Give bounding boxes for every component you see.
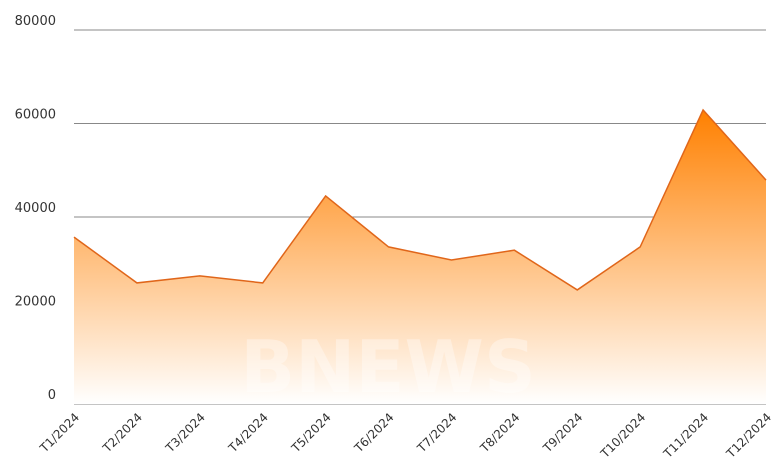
- x-tick-label: T11/2024: [660, 410, 711, 461]
- x-tick-label: T3/2024: [162, 410, 208, 456]
- x-tick-label: T1/2024: [36, 410, 82, 456]
- x-tick-label: T9/2024: [540, 410, 586, 456]
- x-tick-label: T4/2024: [225, 410, 271, 456]
- y-tick-label: 80000: [15, 14, 56, 29]
- x-tick-label: T7/2024: [414, 410, 460, 456]
- y-tick-label: 40000: [15, 201, 56, 216]
- x-tick-label: T5/2024: [288, 410, 334, 456]
- line: [73, 108, 767, 291]
- y-tick-label: 20000: [15, 295, 56, 310]
- x-tick-label: T12/2024: [723, 410, 774, 461]
- watermark: BNEWS: [240, 325, 536, 409]
- x-tick-label: T6/2024: [351, 410, 397, 456]
- y-tick-label: 0: [48, 388, 56, 403]
- area: [74, 109, 766, 404]
- y-tick-label: 60000: [15, 108, 56, 123]
- x-tick-label: T10/2024: [597, 410, 648, 461]
- x-tick-label: T2/2024: [99, 410, 145, 456]
- x-tick-label: T8/2024: [477, 410, 523, 456]
